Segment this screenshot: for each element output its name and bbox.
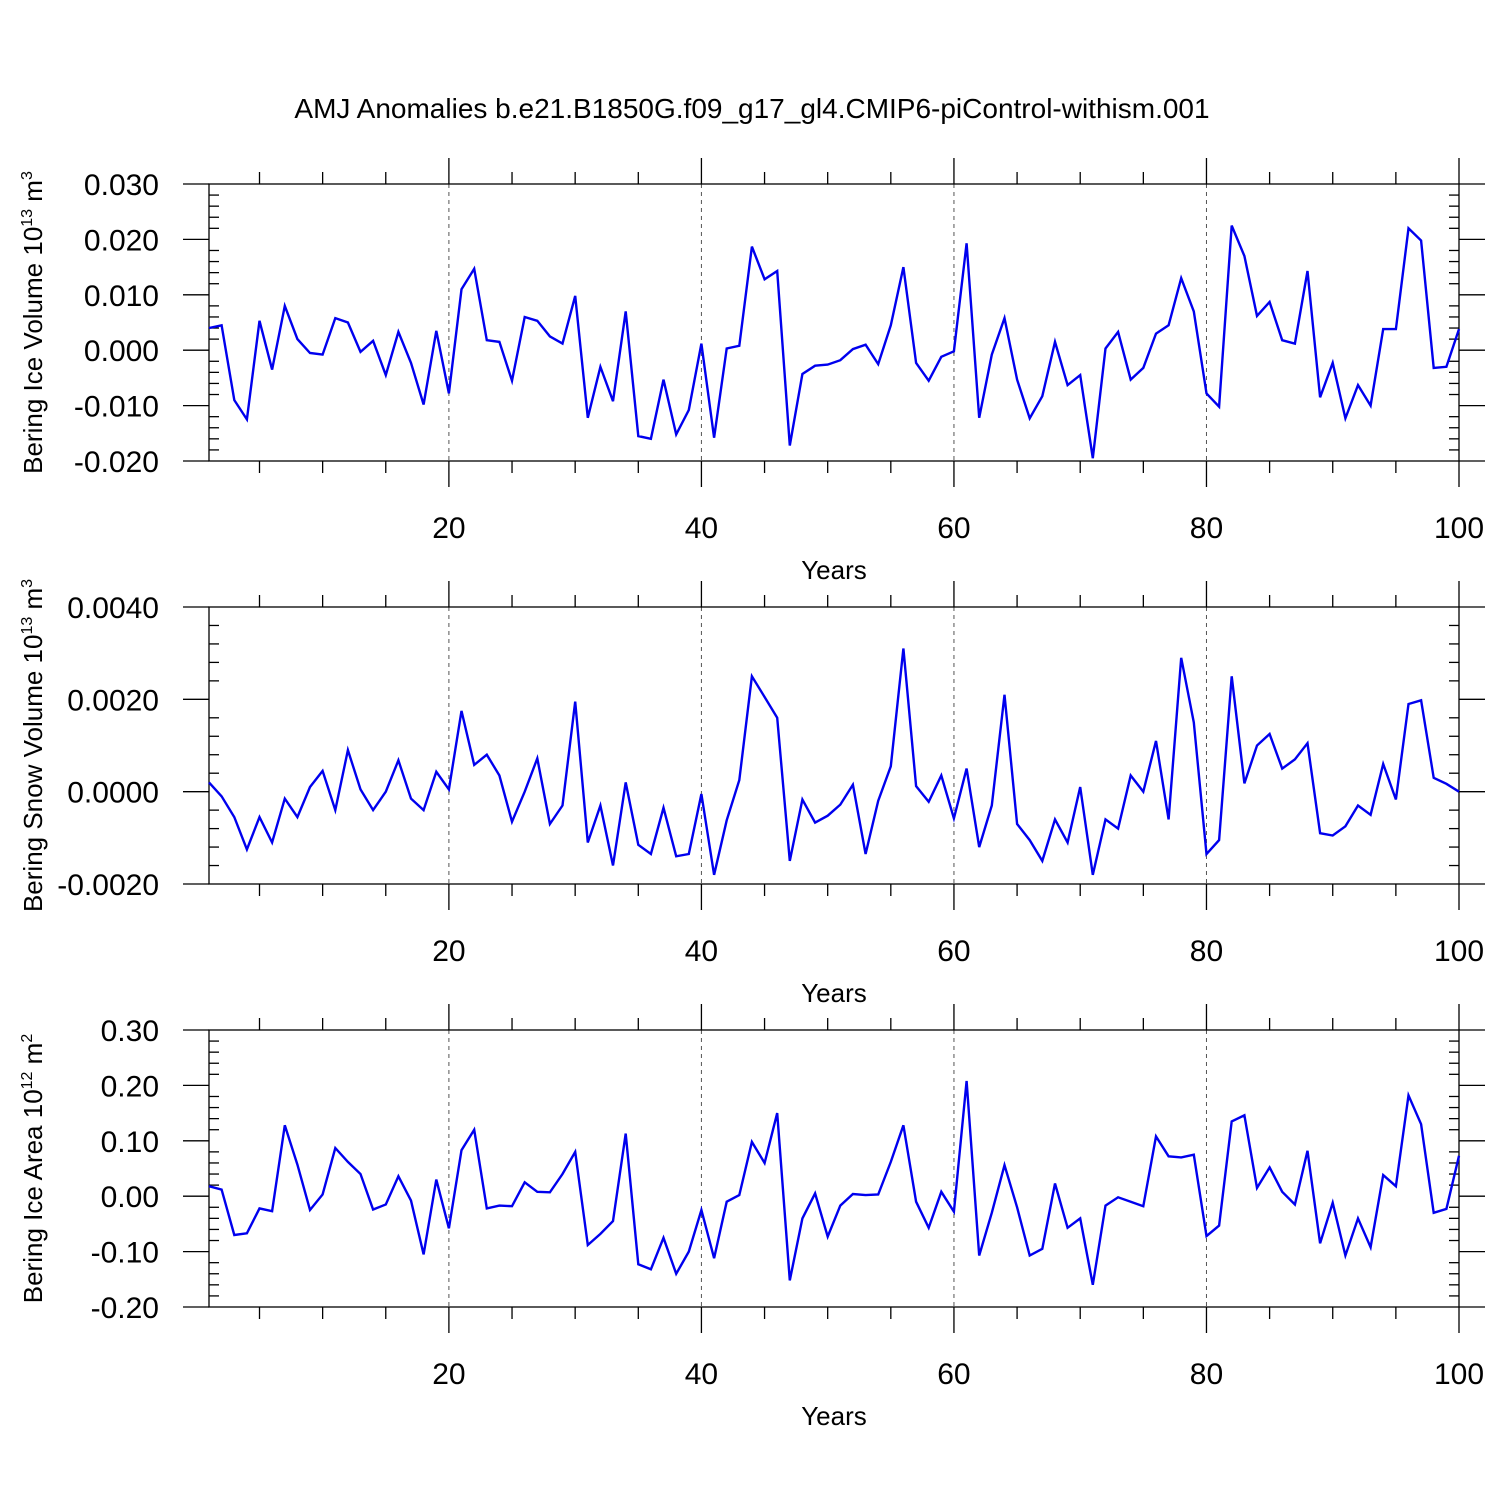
series-line (208, 225, 1461, 459)
y-tick-label: 0.010 (84, 280, 159, 313)
x-axis-title: Years (801, 555, 867, 585)
y-tick-label: 0.0040 (67, 592, 159, 625)
x-tick-label: 20 (432, 512, 465, 545)
y-tick-label: 0.0020 (67, 684, 159, 717)
y-tick-label: -0.010 (74, 391, 159, 424)
panel-3: -0.20 -0.10 0.00 0.10 0.20 0.30 20 40 60 80 100 Yea… (18, 1004, 1485, 1431)
y-axis-title: Bering Snow Volume 1013 m3 (18, 579, 48, 912)
y-axis-title: Bering Ice Area 1012 m2 (18, 1034, 48, 1304)
x-tick-label: 80 (1190, 1358, 1223, 1391)
y-axis-title: Bering Ice Volume 1013 m3 (18, 171, 48, 474)
y-tick-label: 0.20 (101, 1070, 159, 1103)
x-tick-label: 60 (937, 512, 970, 545)
x-tick-label: 20 (432, 1358, 465, 1391)
plot-frame (208, 183, 1460, 462)
y-tick-label: -0.020 (74, 446, 159, 479)
x-tick-label: 80 (1190, 512, 1223, 545)
y-tick-label: -0.0020 (57, 869, 159, 902)
x-axis-title: Years (801, 978, 867, 1008)
panel-1: -0.020 -0.010 0.000 0.010 0.020 0.030 20 40 60 80… (18, 158, 1485, 585)
y-tick-label: -0.10 (91, 1237, 159, 1270)
y-tick-label: 0.30 (101, 1015, 159, 1048)
series-line (208, 648, 1460, 876)
figure-title: AMJ Anomalies b.e21.B1850G.f09_g17_gl4.C… (294, 93, 1209, 124)
x-tick-label: 60 (937, 935, 970, 968)
y-tick-label: 0.10 (101, 1126, 159, 1159)
x-tick-label: 100 (1434, 935, 1484, 968)
y-tick-label: -0.20 (91, 1292, 159, 1325)
panel-2: -0.0020 0.0000 0.0020 0.0040 20 40 60 80 100 Year… (18, 579, 1485, 1008)
y-tick-label: 0.000 (84, 335, 159, 368)
y-tick-label: 0.00 (101, 1181, 159, 1214)
x-tick-label: 20 (432, 935, 465, 968)
x-axis-title: Years (801, 1401, 867, 1431)
x-tick-label: 60 (937, 1358, 970, 1391)
x-tick-label: 100 (1434, 512, 1484, 545)
x-tick-label: 80 (1190, 935, 1223, 968)
y-tick-label: 0.030 (84, 169, 159, 202)
plot-frame (208, 606, 1460, 885)
y-tick-label: 0.0000 (67, 777, 159, 810)
x-tick-label: 100 (1434, 1358, 1484, 1391)
x-tick-label: 40 (685, 1358, 718, 1391)
plot-frame (208, 1029, 1460, 1308)
y-tick-label: 0.020 (84, 224, 159, 257)
x-tick-label: 40 (685, 935, 718, 968)
series-line (208, 1080, 1461, 1286)
x-tick-label: 40 (685, 512, 718, 545)
